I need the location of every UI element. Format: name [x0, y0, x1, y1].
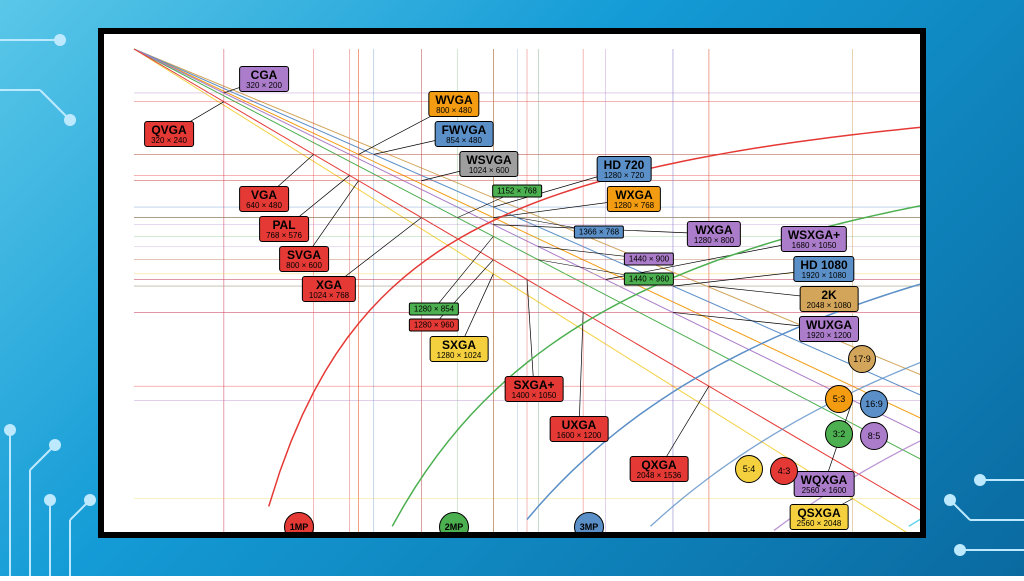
aspect-ratio-badge: 5:4 [735, 455, 763, 483]
resolution-box: SVGA800 × 600 [279, 246, 329, 272]
resolution-name: QSXGA [797, 507, 842, 520]
resolution-dims: 1280 × 1024 [437, 352, 482, 360]
resolution-name: VGA [246, 189, 282, 202]
small-resolution-box: 1152 × 768 [492, 185, 542, 198]
megapixel-badge: 3MP [574, 512, 604, 538]
resolution-box: HD 10801920 × 1080 [793, 256, 854, 282]
resolution-dims: 1024 × 768 [309, 292, 349, 300]
resolution-box: QVGA320 × 240 [144, 121, 194, 147]
megapixel-badge: 2MP [439, 512, 469, 538]
resolution-dims: 800 × 600 [286, 262, 322, 270]
resolution-name: PAL [266, 219, 302, 232]
resolution-name: XGA [309, 279, 349, 292]
resolution-dims: 320 × 240 [151, 137, 187, 145]
resolution-name: WXGA [614, 189, 654, 202]
resolution-box: WSVGA1024 × 600 [459, 151, 518, 177]
resolution-name: CGA [246, 69, 282, 82]
resolution-box: CGA320 × 200 [239, 66, 289, 92]
resolution-name: FWVGA [442, 124, 487, 137]
resolution-box: HD 7201280 × 720 [597, 156, 652, 182]
resolution-dims: 2048 × 1080 [807, 302, 852, 310]
resolution-name: 2K [807, 289, 852, 302]
resolution-name: QVGA [151, 124, 187, 137]
resolution-name: WSXGA+ [788, 229, 840, 242]
resolution-dims: 800 × 480 [435, 107, 472, 115]
resolution-box: WQXGA2560 × 1600 [794, 471, 855, 497]
resolution-box: WXGA1280 × 768 [607, 186, 661, 212]
aspect-ratio-badge: 3:2 [825, 420, 853, 448]
resolution-dims: 320 × 200 [246, 82, 282, 90]
resolution-name: SXGA+ [512, 379, 557, 392]
small-resolution-box: 1280 × 960 [409, 319, 459, 332]
resolution-box: WSXGA+1680 × 1050 [781, 226, 847, 252]
aspect-ratio-badge: 17:9 [848, 345, 876, 373]
resolution-box: SXGA1280 × 1024 [430, 336, 489, 362]
resolution-name: HD 720 [604, 159, 645, 172]
resolution-box: VGA640 × 480 [239, 186, 289, 212]
chart-frame: CGA320 × 200 QVGA320 × 240 WVGA800 × 480 FW… [98, 28, 926, 538]
resolution-dims: 1600 × 1200 [557, 432, 602, 440]
resolution-name: WUXGA [806, 319, 852, 332]
aspect-ratio-badge: 5:3 [825, 385, 853, 413]
resolution-dims: 1680 × 1050 [788, 242, 840, 250]
aspect-ratio-badge: 4:3 [770, 457, 798, 485]
resolution-dims: 1280 × 768 [614, 202, 654, 210]
megapixel-badge: 1MP [284, 512, 314, 538]
resolution-dims: 2560 × 2048 [797, 520, 842, 528]
resolution-box: WUXGA1920 × 1200 [799, 316, 859, 342]
resolution-dims: 1400 × 1050 [512, 392, 557, 400]
resolution-name: QXGA [637, 459, 682, 472]
small-resolution-box: 1280 × 854 [409, 303, 459, 316]
resolution-name: WQXGA [801, 474, 848, 487]
small-resolution-box: 1440 × 960 [624, 273, 674, 286]
resolution-dims: 1920 × 1080 [800, 272, 847, 280]
resolution-box: XGA1024 × 768 [302, 276, 356, 302]
aspect-ratio-badge: 8:5 [860, 422, 888, 450]
resolution-dims: 640 × 480 [246, 202, 282, 210]
resolution-name: WSVGA [466, 154, 511, 167]
resolution-dims: 1280 × 800 [694, 237, 734, 245]
resolution-box: UXGA1600 × 1200 [550, 416, 609, 442]
resolution-name: SXGA [437, 339, 482, 352]
resolution-name: SVGA [286, 249, 322, 262]
resolution-dims: 2048 × 1536 [637, 472, 682, 480]
resolution-name: WXGA [694, 224, 734, 237]
resolution-dims: 2560 × 1600 [801, 487, 848, 495]
resolution-dims: 854 × 480 [442, 137, 487, 145]
resolution-chart-svg [104, 34, 920, 532]
resolution-name: UXGA [557, 419, 602, 432]
resolution-name: HD 1080 [800, 259, 847, 272]
resolution-box: 2K2048 × 1080 [800, 286, 859, 312]
background-gradient: CGA320 × 200 QVGA320 × 240 WVGA800 × 480 FW… [0, 0, 1024, 576]
small-resolution-box: 1366 × 768 [574, 226, 624, 239]
resolution-box: QXGA2048 × 1536 [630, 456, 689, 482]
resolution-dims: 1920 × 1200 [806, 332, 852, 340]
resolution-box: WVGA800 × 480 [428, 91, 479, 117]
resolution-name: WVGA [435, 94, 472, 107]
resolution-dims: 768 × 576 [266, 232, 302, 240]
resolution-dims: 1280 × 720 [604, 172, 645, 180]
resolution-box: QSXGA2560 × 2048 [790, 504, 849, 530]
aspect-ratio-badge: 16:9 [860, 390, 888, 418]
resolution-box: PAL768 × 576 [259, 216, 309, 242]
small-resolution-box: 1440 × 900 [624, 253, 674, 266]
resolution-box: SXGA+1400 × 1050 [505, 376, 564, 402]
resolution-dims: 1024 × 600 [466, 167, 511, 175]
resolution-box: FWVGA854 × 480 [435, 121, 494, 147]
resolution-box: WXGA1280 × 800 [687, 221, 741, 247]
